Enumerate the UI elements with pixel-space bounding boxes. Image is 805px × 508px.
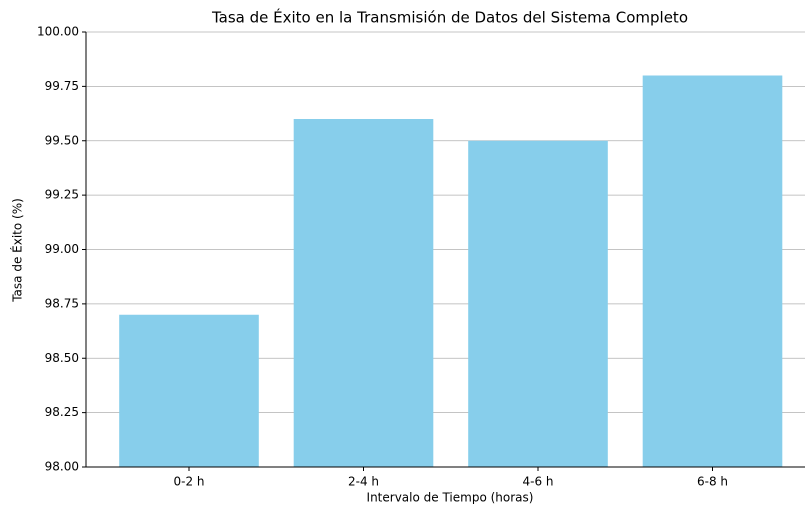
x-tick-label: 4-6 h: [522, 475, 553, 489]
x-axis-label: Intervalo de Tiempo (horas): [367, 491, 534, 505]
x-tick-label: 0-2 h: [173, 475, 204, 489]
bar: [642, 75, 783, 467]
bar: [468, 140, 608, 467]
chart-title: Tasa de Éxito en la Transmisión de Datos…: [211, 8, 688, 27]
x-tick-label: 2-4 h: [348, 475, 379, 489]
y-tick-label: 99.75: [45, 79, 79, 93]
y-tick-label: 99.50: [45, 133, 79, 147]
y-tick-label: 99.25: [45, 188, 79, 202]
y-tick-label: 100.00: [37, 25, 79, 39]
y-tick-label: 98.75: [45, 296, 79, 310]
y-tick-label: 98.00: [45, 460, 79, 474]
y-tick-label: 99.00: [45, 242, 79, 256]
bar: [119, 314, 259, 467]
bar: [293, 119, 434, 467]
y-tick-label: 98.25: [45, 405, 79, 419]
y-tick-label: 98.50: [45, 351, 79, 365]
x-tick-label: 6-8 h: [697, 475, 728, 489]
y-axis-label: Tasa de Éxito (%): [10, 198, 25, 303]
